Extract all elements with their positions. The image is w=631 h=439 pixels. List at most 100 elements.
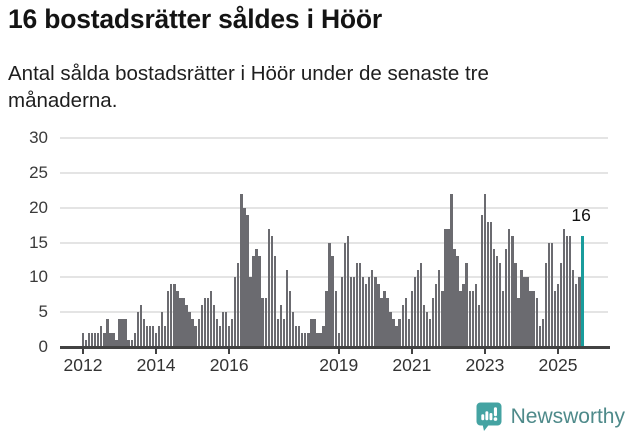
bar [194, 326, 197, 347]
bar [209, 291, 213, 347]
bar [167, 291, 170, 347]
grid-line [60, 241, 608, 244]
bar [465, 263, 468, 347]
bar [179, 298, 182, 347]
bar [164, 326, 167, 347]
bar [547, 242, 551, 347]
bar [361, 277, 365, 347]
bar [511, 235, 514, 347]
bar [523, 277, 526, 347]
bar [109, 333, 112, 347]
bar [392, 319, 395, 347]
bar [279, 305, 283, 347]
bar [218, 326, 222, 347]
bar [231, 319, 234, 347]
bar [529, 291, 532, 347]
bar [273, 256, 277, 347]
bar [358, 263, 362, 347]
bar [188, 312, 191, 347]
bar [103, 333, 106, 347]
bar [264, 298, 267, 347]
bar [508, 228, 511, 347]
grid-line [60, 311, 608, 314]
grid-line [60, 171, 608, 174]
y-axis-label: 30 [29, 128, 48, 147]
bar [145, 326, 149, 347]
x-axis-label: 2025 [538, 355, 578, 375]
bar [288, 291, 292, 347]
bar [334, 291, 337, 347]
grid-line [60, 137, 608, 139]
bar [447, 228, 450, 347]
bar [185, 305, 188, 347]
x-axis-label: 2019 [319, 355, 359, 375]
bar [395, 326, 398, 347]
bar [386, 298, 389, 347]
bar [495, 256, 499, 347]
bar [572, 270, 575, 347]
bar [492, 249, 496, 347]
bar [377, 284, 380, 347]
bar [416, 270, 420, 347]
bar [565, 235, 569, 347]
bar [139, 305, 143, 347]
bar [106, 319, 109, 347]
bar [282, 319, 286, 347]
bar [200, 305, 203, 347]
bar [316, 333, 319, 347]
bar [398, 319, 401, 347]
bar [206, 298, 210, 347]
bar [407, 319, 410, 347]
bar [227, 326, 231, 347]
x-axis-label: 2012 [63, 355, 103, 375]
bar [544, 263, 548, 347]
bar [249, 277, 252, 347]
last-value-label: 16 [571, 204, 591, 225]
y-axis-label: 20 [29, 197, 48, 217]
bar [520, 270, 523, 347]
x-axis-tick [228, 348, 231, 354]
highlighted-bar [580, 235, 584, 347]
bar [419, 263, 423, 347]
bar [285, 270, 289, 347]
x-axis-label: 2023 [465, 355, 505, 375]
y-axis-label: 10 [29, 267, 48, 287]
bar [151, 326, 155, 347]
bar [157, 326, 161, 347]
bar [121, 319, 124, 347]
bar [383, 291, 386, 347]
bar [130, 340, 133, 347]
chart-subtitle: Antal sålda bostadsrätter i Höör under d… [8, 62, 489, 113]
x-axis-label: 2014 [136, 355, 176, 375]
bar [404, 298, 407, 347]
bar [505, 249, 508, 347]
bar [297, 326, 301, 347]
y-axis-label: 25 [29, 162, 48, 182]
bar [410, 291, 414, 347]
bar [422, 305, 426, 347]
bar [343, 242, 347, 347]
bar [115, 340, 118, 347]
x-axis-tick [557, 348, 560, 354]
bar [468, 291, 471, 347]
bar [133, 333, 136, 347]
y-axis-label: 5 [38, 302, 48, 322]
bar [425, 312, 429, 347]
bar [313, 319, 316, 347]
bar [532, 291, 535, 347]
bar [258, 256, 261, 347]
bar [371, 270, 374, 347]
bar [489, 221, 493, 347]
bar [322, 326, 325, 347]
bar [456, 256, 459, 347]
bar [556, 284, 560, 347]
bar [569, 235, 572, 347]
bar [352, 277, 356, 347]
x-axis-tick [483, 348, 486, 354]
bar [453, 249, 456, 347]
bar [431, 298, 435, 347]
bar [553, 291, 557, 347]
x-axis-label: 2021 [392, 355, 432, 375]
